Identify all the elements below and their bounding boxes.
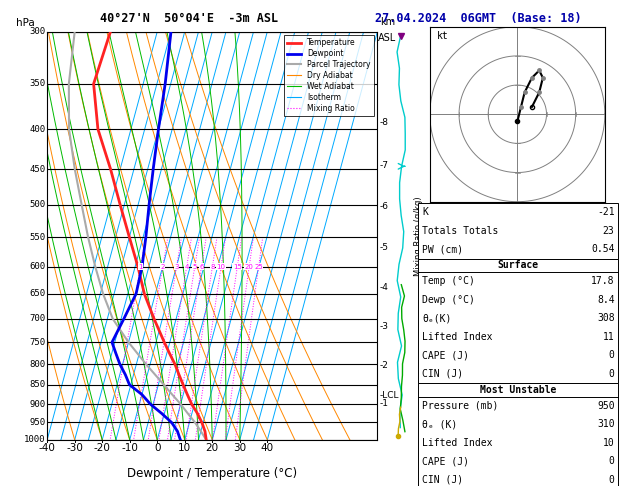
Text: 4: 4	[184, 263, 189, 270]
Text: PW (cm): PW (cm)	[422, 244, 463, 254]
Text: 10: 10	[216, 263, 226, 270]
Text: -7: -7	[380, 161, 389, 170]
Text: 1000: 1000	[24, 435, 45, 444]
Text: 900: 900	[29, 399, 45, 409]
Text: Most Unstable: Most Unstable	[480, 385, 557, 395]
Text: 700: 700	[29, 314, 45, 323]
Text: 15: 15	[233, 263, 242, 270]
Text: K: K	[422, 208, 428, 217]
Text: CAPE (J): CAPE (J)	[422, 456, 469, 466]
Text: Dewp (°C): Dewp (°C)	[422, 295, 475, 305]
Text: 8: 8	[210, 263, 214, 270]
Text: θₑ (K): θₑ (K)	[422, 419, 457, 429]
Text: Dewpoint / Temperature (°C): Dewpoint / Temperature (°C)	[127, 467, 298, 480]
Text: 0: 0	[609, 456, 615, 466]
Text: 310: 310	[597, 419, 615, 429]
Text: 950: 950	[597, 401, 615, 411]
Legend: Temperature, Dewpoint, Parcel Trajectory, Dry Adiabat, Wet Adiabat, Isotherm, Mi: Temperature, Dewpoint, Parcel Trajectory…	[284, 35, 374, 116]
Text: -20: -20	[94, 443, 111, 453]
Text: -LCL: -LCL	[380, 391, 399, 400]
Text: 27.04.2024  06GMT  (Base: 18): 27.04.2024 06GMT (Base: 18)	[375, 12, 581, 25]
Text: 400: 400	[29, 124, 45, 134]
Text: Mixing Ratio (g/kg): Mixing Ratio (g/kg)	[414, 196, 423, 276]
Text: -6: -6	[380, 202, 389, 211]
Text: 20: 20	[245, 263, 253, 270]
Text: 2: 2	[160, 263, 165, 270]
Text: 950: 950	[29, 418, 45, 427]
Text: 0.54: 0.54	[591, 244, 615, 254]
Text: 650: 650	[29, 289, 45, 298]
Text: 3: 3	[174, 263, 179, 270]
Text: 850: 850	[29, 380, 45, 389]
Text: 8.4: 8.4	[597, 295, 615, 305]
Text: 0: 0	[609, 350, 615, 360]
Text: km: km	[380, 17, 395, 27]
Text: -8: -8	[380, 118, 389, 127]
Text: 600: 600	[29, 262, 45, 271]
Text: Lifted Index: Lifted Index	[422, 438, 493, 448]
Text: -5: -5	[380, 243, 389, 252]
Text: CAPE (J): CAPE (J)	[422, 350, 469, 360]
Text: θₑ(K): θₑ(K)	[422, 313, 452, 323]
Text: -1: -1	[380, 399, 389, 408]
Text: 308: 308	[597, 313, 615, 323]
Text: 550: 550	[29, 233, 45, 242]
Text: 10: 10	[603, 438, 615, 448]
Text: 5: 5	[192, 263, 197, 270]
Text: 40°27'N  50°04'E  -3m ASL: 40°27'N 50°04'E -3m ASL	[99, 12, 278, 25]
Text: 40: 40	[261, 443, 274, 453]
Text: 11: 11	[603, 332, 615, 342]
Text: kt: kt	[437, 31, 448, 41]
Text: -21: -21	[597, 208, 615, 217]
Text: 300: 300	[29, 27, 45, 36]
Text: 1: 1	[138, 263, 143, 270]
Text: 6: 6	[199, 263, 204, 270]
Text: 10: 10	[178, 443, 191, 453]
Text: Lifted Index: Lifted Index	[422, 332, 493, 342]
Text: 17.8: 17.8	[591, 277, 615, 286]
Text: 20: 20	[206, 443, 219, 453]
Text: -2: -2	[380, 361, 389, 369]
Text: -10: -10	[121, 443, 138, 453]
Text: -30: -30	[66, 443, 83, 453]
Text: hPa: hPa	[16, 17, 35, 28]
Text: Temp (°C): Temp (°C)	[422, 277, 475, 286]
Text: Pressure (mb): Pressure (mb)	[422, 401, 498, 411]
Text: 30: 30	[233, 443, 247, 453]
Text: CIN (J): CIN (J)	[422, 475, 463, 485]
Text: 350: 350	[29, 79, 45, 88]
Text: 0: 0	[154, 443, 160, 453]
Text: 0: 0	[609, 369, 615, 379]
Text: -3: -3	[380, 322, 389, 331]
Text: Totals Totals: Totals Totals	[422, 226, 498, 236]
Text: -40: -40	[39, 443, 55, 453]
Text: 450: 450	[29, 165, 45, 174]
Text: CIN (J): CIN (J)	[422, 369, 463, 379]
Text: 25: 25	[254, 263, 263, 270]
Text: 800: 800	[29, 360, 45, 369]
Text: © weatheronline.co.uk: © weatheronline.co.uk	[462, 472, 576, 481]
Text: 23: 23	[603, 226, 615, 236]
Text: Surface: Surface	[498, 260, 539, 270]
Text: 500: 500	[29, 200, 45, 209]
Text: ASL: ASL	[378, 33, 397, 43]
Text: -4: -4	[380, 283, 389, 292]
Text: 0: 0	[609, 475, 615, 485]
Text: 750: 750	[29, 338, 45, 347]
